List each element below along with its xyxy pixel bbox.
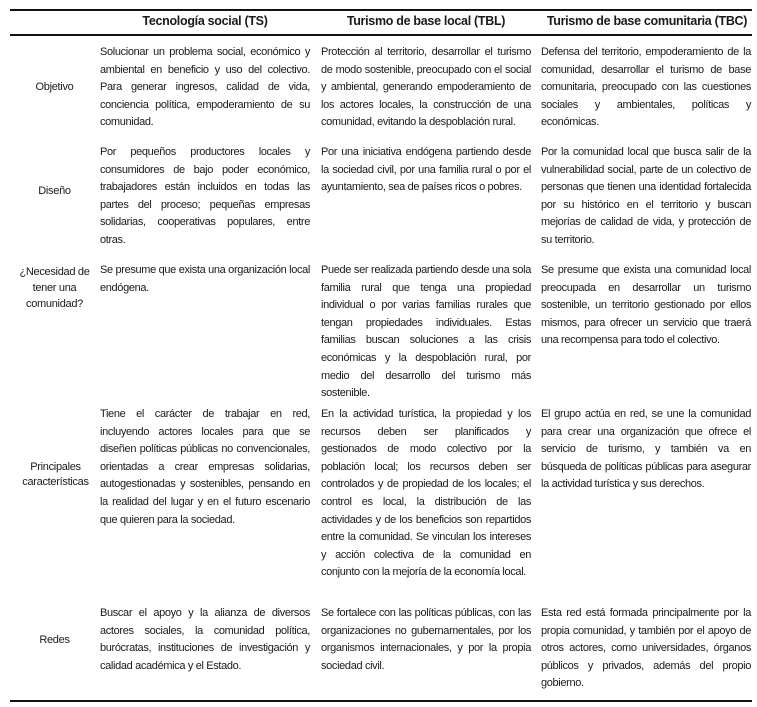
row-label: Principales características bbox=[22, 461, 89, 488]
header-ts: Tecnología social (TS) bbox=[142, 14, 268, 28]
cell-tbl: Protección al territorio, desarrollar el… bbox=[321, 46, 531, 129]
cell-tbl: Puede ser realizada partiendo desde una … bbox=[321, 264, 531, 400]
cell-ts: Buscar el apoyo y la alianza de diversos… bbox=[100, 607, 310, 672]
bottom-rule bbox=[10, 700, 752, 702]
cell-tbc: Defensa del territorio, empoderamiento d… bbox=[541, 46, 751, 129]
cell-ts: Se presume que exista una organización l… bbox=[100, 264, 310, 294]
cell-tbl: Se fortalece con las políticas públicas,… bbox=[321, 607, 531, 672]
header-tbl: Turismo de base local (TBL) bbox=[346, 14, 506, 28]
row-label: ¿Necesidad de tener una comunidad? bbox=[19, 266, 90, 310]
cell-ts: Tiene el carácter de trabajar en red, in… bbox=[100, 408, 310, 526]
row-label: Objetivo bbox=[35, 81, 74, 93]
header-rule bbox=[10, 34, 752, 36]
header-tbc: Turismo de base comunitaria (TBC) bbox=[546, 14, 748, 28]
cell-tbl: En la actividad turística, la propiedad … bbox=[321, 408, 531, 579]
top-rule bbox=[10, 9, 752, 11]
cell-tbc: El grupo actúa en red, se une la comunid… bbox=[541, 408, 751, 491]
cell-ts: Por pequeños productores locales y consu… bbox=[100, 146, 310, 246]
cell-ts: Solucionar un problema social, económico… bbox=[100, 46, 310, 129]
cell-tbc: Por la comunidad local que busca salir d… bbox=[541, 146, 751, 246]
cell-tbc: Esta red está formada principalmente por… bbox=[541, 607, 751, 690]
cell-tbc: Se presume que exista una comunidad loca… bbox=[541, 264, 751, 347]
cell-tbl: Por una iniciativa endógena partiendo de… bbox=[321, 146, 531, 194]
row-label: Diseño bbox=[38, 185, 71, 197]
row-label: Redes bbox=[39, 634, 70, 646]
